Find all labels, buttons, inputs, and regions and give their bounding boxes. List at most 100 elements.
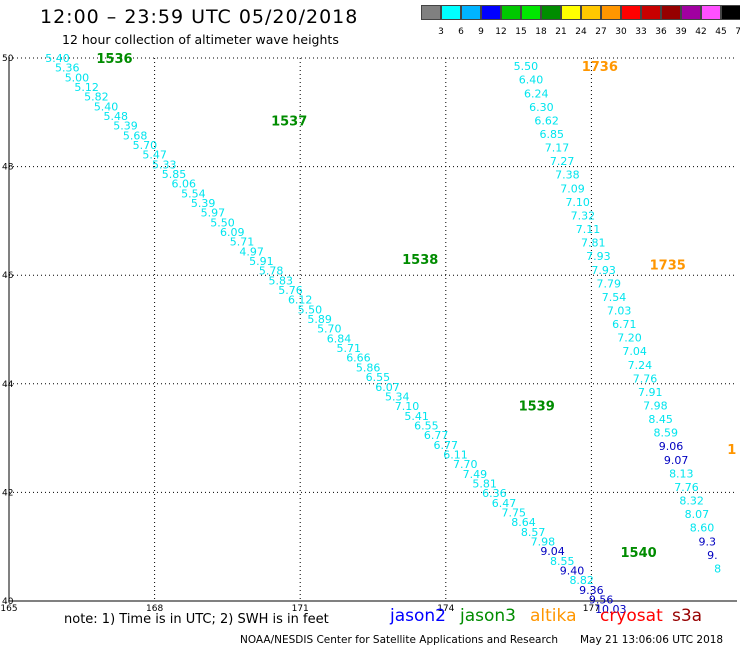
- wave-height-value: 5.39: [113, 120, 138, 133]
- wave-height-value: 5.71: [336, 342, 361, 355]
- wave-height-value: 5.54: [181, 187, 206, 200]
- wave-height-value: 7.54: [602, 291, 627, 304]
- wave-height-value: 5.00: [65, 71, 90, 84]
- wave-height-value: 5.48: [104, 110, 129, 123]
- wave-height-value: 5.81: [472, 477, 497, 490]
- wave-height-value: 5.50: [210, 216, 235, 229]
- wave-height-value: 5.70: [133, 139, 158, 152]
- wave-height-value: 8.45: [648, 413, 673, 426]
- wave-height-value: 7.98: [531, 535, 556, 548]
- wave-height-value: 6.09: [220, 226, 245, 239]
- pass-time-label: 1538: [402, 253, 438, 268]
- wave-height-value: 9.06: [659, 440, 684, 453]
- wave-height-value: 5.83: [269, 274, 294, 287]
- footer-timestamp: May 21 13:06:06 UTC 2018: [580, 634, 724, 646]
- y-tick-label: 48: [2, 163, 14, 173]
- legend-swatch: [501, 5, 521, 20]
- wave-height-value: 8.57: [521, 526, 546, 539]
- wave-height-value: 7.76: [674, 481, 699, 494]
- legend-label: 15: [515, 27, 527, 37]
- wave-height-value: 6.12: [288, 294, 313, 307]
- wave-height-value: 6.06: [171, 178, 196, 191]
- wave-height-value: 9.40: [560, 564, 585, 577]
- wave-height-value: 7.38: [555, 169, 580, 182]
- wave-height-value: 9.36: [579, 584, 604, 597]
- y-tick-label: 50: [2, 54, 14, 64]
- wave-height-value: 7.93: [591, 264, 616, 277]
- pass-time-label: 1536: [96, 52, 132, 67]
- legend-swatch: [721, 5, 740, 20]
- wave-height-value: 8.59: [654, 427, 679, 440]
- wave-height-value: 5.34: [385, 390, 410, 403]
- wave-height-value: 9.07: [664, 454, 689, 467]
- x-tick-label: 165: [0, 604, 17, 614]
- legend-label: 33: [635, 27, 647, 37]
- wave-height-value: 6.07: [375, 381, 400, 394]
- legend-label: 30: [615, 27, 627, 37]
- wave-height-value: 7.10: [395, 400, 420, 413]
- legend-label: 70: [735, 27, 740, 37]
- wave-height-value: 7.98: [643, 400, 668, 413]
- wave-height-value: 7.70: [453, 458, 478, 471]
- wave-height-value: 5.82: [84, 91, 109, 104]
- legend-label: 18: [535, 27, 547, 37]
- wave-height-value: 5.97: [201, 207, 226, 220]
- wave-height-value: 5.91: [249, 255, 274, 268]
- wave-height-value: 6.55: [414, 419, 439, 432]
- legend-altika: altika: [530, 606, 577, 626]
- wave-height-value: 7.32: [571, 209, 596, 222]
- legend-label: 3: [438, 27, 444, 37]
- wave-height-value: 7.81: [581, 237, 606, 250]
- wave-height-value: 6.85: [540, 128, 565, 141]
- pass-time-label: 1: [727, 443, 736, 458]
- legend-label: 6: [458, 27, 464, 37]
- wave-height-value: 7.24: [628, 359, 653, 372]
- legend-label: 36: [655, 27, 667, 37]
- wave-height-value: 7.79: [597, 277, 622, 290]
- wave-height-value: 5.12: [74, 81, 99, 94]
- wave-height-value: 7.93: [586, 250, 611, 263]
- wave-height-value: 6.84: [327, 332, 352, 345]
- legend-jason3: jason3: [460, 606, 516, 626]
- wave-height-value: 8.82: [569, 574, 594, 587]
- wave-height-value: 7.09: [560, 182, 585, 195]
- wave-height-value: 8.64: [511, 516, 536, 529]
- legend-cryosat: cryosat: [600, 606, 663, 626]
- wave-height-value: 9.3: [698, 535, 716, 548]
- x-tick-label: 171: [292, 604, 309, 614]
- wave-height-value: 5.36: [55, 62, 80, 75]
- wave-height-value: 5.89: [307, 313, 332, 326]
- legend-swatch: [601, 5, 621, 20]
- legend-label: 24: [575, 27, 587, 37]
- wave-height-value: 5.70: [317, 323, 342, 336]
- x-tick-label: 174: [437, 604, 454, 614]
- wave-height-value: 5.50: [298, 303, 323, 316]
- wave-height-value: 8.07: [685, 508, 710, 521]
- pass-time-label: 1540: [621, 546, 657, 561]
- legend-swatch: [441, 5, 461, 20]
- wave-height-value: 7.76: [633, 372, 658, 385]
- wave-height-value: 5.78: [259, 265, 284, 278]
- wave-height-value: 5.40: [94, 100, 119, 113]
- wave-height-value: 7.91: [638, 386, 663, 399]
- wave-height-value: 6.30: [529, 101, 554, 114]
- wave-height-value: 9.04: [540, 545, 565, 558]
- wave-height-value: 5.50: [514, 60, 539, 73]
- legend-label: 9: [478, 27, 484, 37]
- wave-height-value: 5.40: [45, 52, 70, 65]
- wave-height-value: 9.: [707, 549, 718, 562]
- legend-label: 42: [695, 27, 707, 37]
- wave-height-value: 7.20: [617, 332, 642, 345]
- wave-height-value: 6.40: [519, 74, 544, 87]
- wave-height-value: 5.33: [152, 158, 177, 171]
- wave-height-value: 5.47: [142, 149, 167, 162]
- wave-height-value: 6.71: [612, 318, 637, 331]
- legend-swatch: [461, 5, 481, 20]
- legend-swatch: [701, 5, 721, 20]
- legend-label: 45: [715, 27, 727, 37]
- y-tick-label: 44: [2, 380, 14, 390]
- pass-time-label: 1539: [519, 400, 555, 415]
- wave-height-value: 8.60: [690, 522, 715, 535]
- legend-label: 39: [675, 27, 687, 37]
